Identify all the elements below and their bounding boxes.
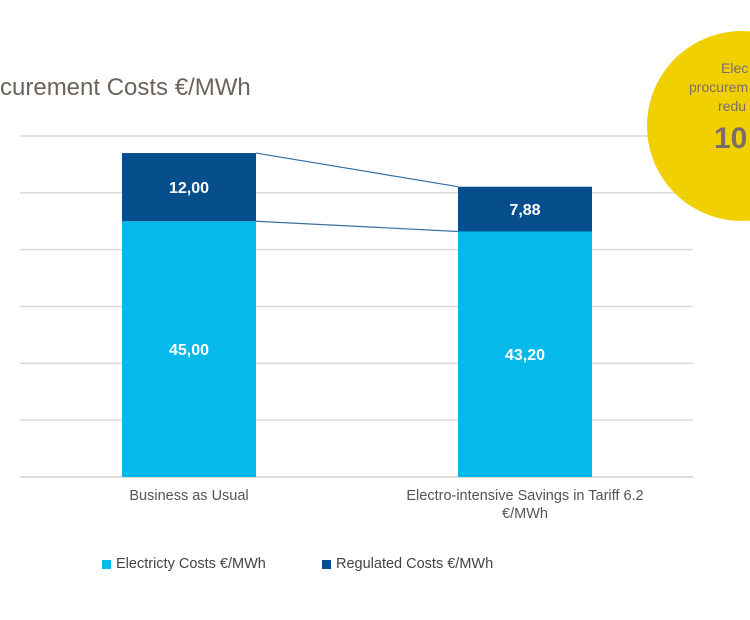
connector-line bbox=[255, 220, 459, 233]
legend-item-electricity: Electricty Costs €/MWh bbox=[102, 556, 266, 572]
bar-segment bbox=[122, 221, 256, 477]
legend-swatch bbox=[102, 559, 111, 569]
category-label: Electro-intensive Savings in Tariff 6.2 bbox=[406, 488, 643, 504]
legend-label: Electricty Costs €/MWh bbox=[116, 556, 266, 572]
callout-line: redu bbox=[718, 98, 747, 114]
chart-title: curement Costs €/MWh bbox=[0, 74, 251, 101]
callout-value: 10 bbox=[714, 122, 748, 155]
data-label: 7,88 bbox=[509, 202, 540, 219]
bar-segment bbox=[458, 231, 592, 477]
data-label: 45,00 bbox=[169, 342, 209, 359]
data-label: 43,20 bbox=[505, 347, 545, 364]
callout-line: Elec bbox=[721, 60, 749, 76]
savings-callout bbox=[647, 31, 750, 221]
data-label: 12,00 bbox=[169, 180, 209, 197]
legend-label: Regulated Costs €/MWh bbox=[336, 556, 494, 572]
connector-line bbox=[255, 152, 459, 188]
category-label: Business as Usual bbox=[129, 488, 248, 504]
bar-segment bbox=[122, 153, 256, 222]
legend-item-regulated: Regulated Costs €/MWh bbox=[322, 556, 493, 572]
bar-segment bbox=[458, 186, 592, 232]
category-label: €/MWh bbox=[502, 506, 548, 522]
callout-line: procurem bbox=[689, 79, 749, 95]
legend-swatch bbox=[322, 559, 331, 569]
